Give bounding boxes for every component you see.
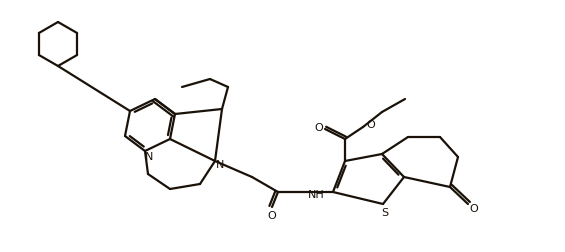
Text: NH: NH [307, 189, 324, 199]
Text: O: O [470, 203, 479, 213]
Text: O: O [315, 122, 323, 133]
Text: O: O [268, 210, 276, 220]
Text: N: N [145, 151, 153, 161]
Text: S: S [381, 207, 389, 217]
Text: O: O [367, 119, 375, 130]
Text: N: N [216, 159, 224, 169]
